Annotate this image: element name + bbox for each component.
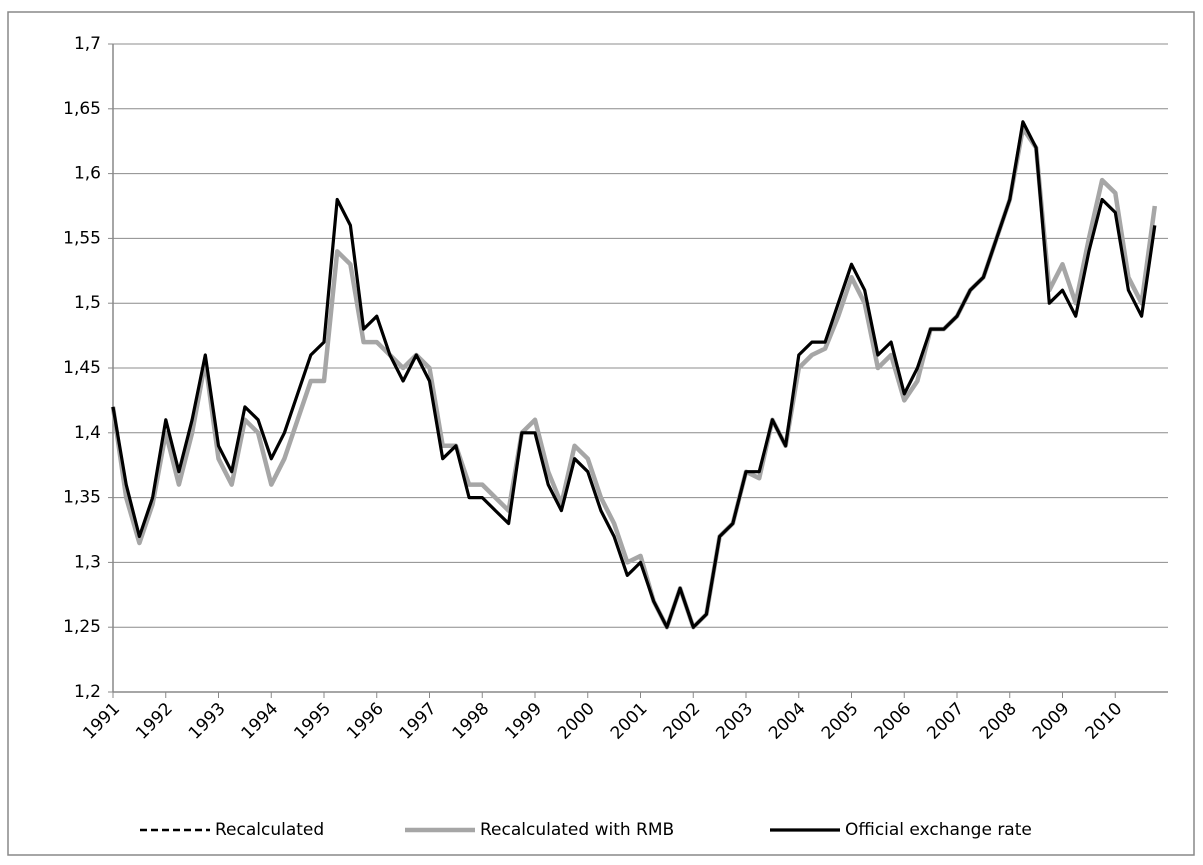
x-tick-label: 1993 xyxy=(185,699,230,744)
x-tick-label: 2000 xyxy=(554,699,599,744)
x-tick-label: 1998 xyxy=(449,699,494,744)
x-tick-label: 2004 xyxy=(765,699,810,744)
y-tick-label: 1,7 xyxy=(74,34,101,54)
x-tick-label: 1995 xyxy=(290,699,335,744)
series-line xyxy=(111,120,1157,629)
x-tick-label: 2007 xyxy=(923,699,968,744)
x-tick-label: 1996 xyxy=(343,699,388,744)
legend-label: Official exchange rate xyxy=(845,820,1032,840)
series-line xyxy=(111,120,1157,629)
x-tick-label: 1994 xyxy=(238,699,283,744)
x-tick-label: 1991 xyxy=(79,699,124,744)
x-tick-label: 1992 xyxy=(132,699,177,744)
series-line xyxy=(110,125,1158,630)
x-tick-label: 2009 xyxy=(1029,699,1074,744)
x-tick-label: 2003 xyxy=(712,699,757,744)
x-tick-label: 2010 xyxy=(1082,699,1127,744)
x-tick-label: 1999 xyxy=(501,699,546,744)
y-tick-label: 1,25 xyxy=(63,617,101,637)
x-tick-label: 1997 xyxy=(396,699,441,744)
x-tick-label: 2008 xyxy=(976,699,1021,744)
legend-label: Recalculated with RMB xyxy=(480,820,674,840)
x-tick-label: 2005 xyxy=(818,699,863,744)
y-tick-label: 1,5 xyxy=(74,293,101,313)
x-tick-label: 2006 xyxy=(871,699,916,744)
y-tick-label: 1,6 xyxy=(74,164,101,184)
y-tick-label: 1,35 xyxy=(63,488,101,508)
y-tick-label: 1,45 xyxy=(63,358,101,378)
x-tick-label: 2002 xyxy=(660,699,705,744)
y-tick-label: 1,3 xyxy=(74,552,101,572)
x-tick-label: 2001 xyxy=(607,699,652,744)
y-tick-label: 1,2 xyxy=(74,682,101,702)
y-tick-label: 1,4 xyxy=(74,423,101,443)
chart-border xyxy=(7,11,1195,856)
legend-label: Recalculated xyxy=(215,820,324,840)
y-tick-label: 1,55 xyxy=(63,228,101,248)
y-tick-label: 1,65 xyxy=(63,99,101,119)
